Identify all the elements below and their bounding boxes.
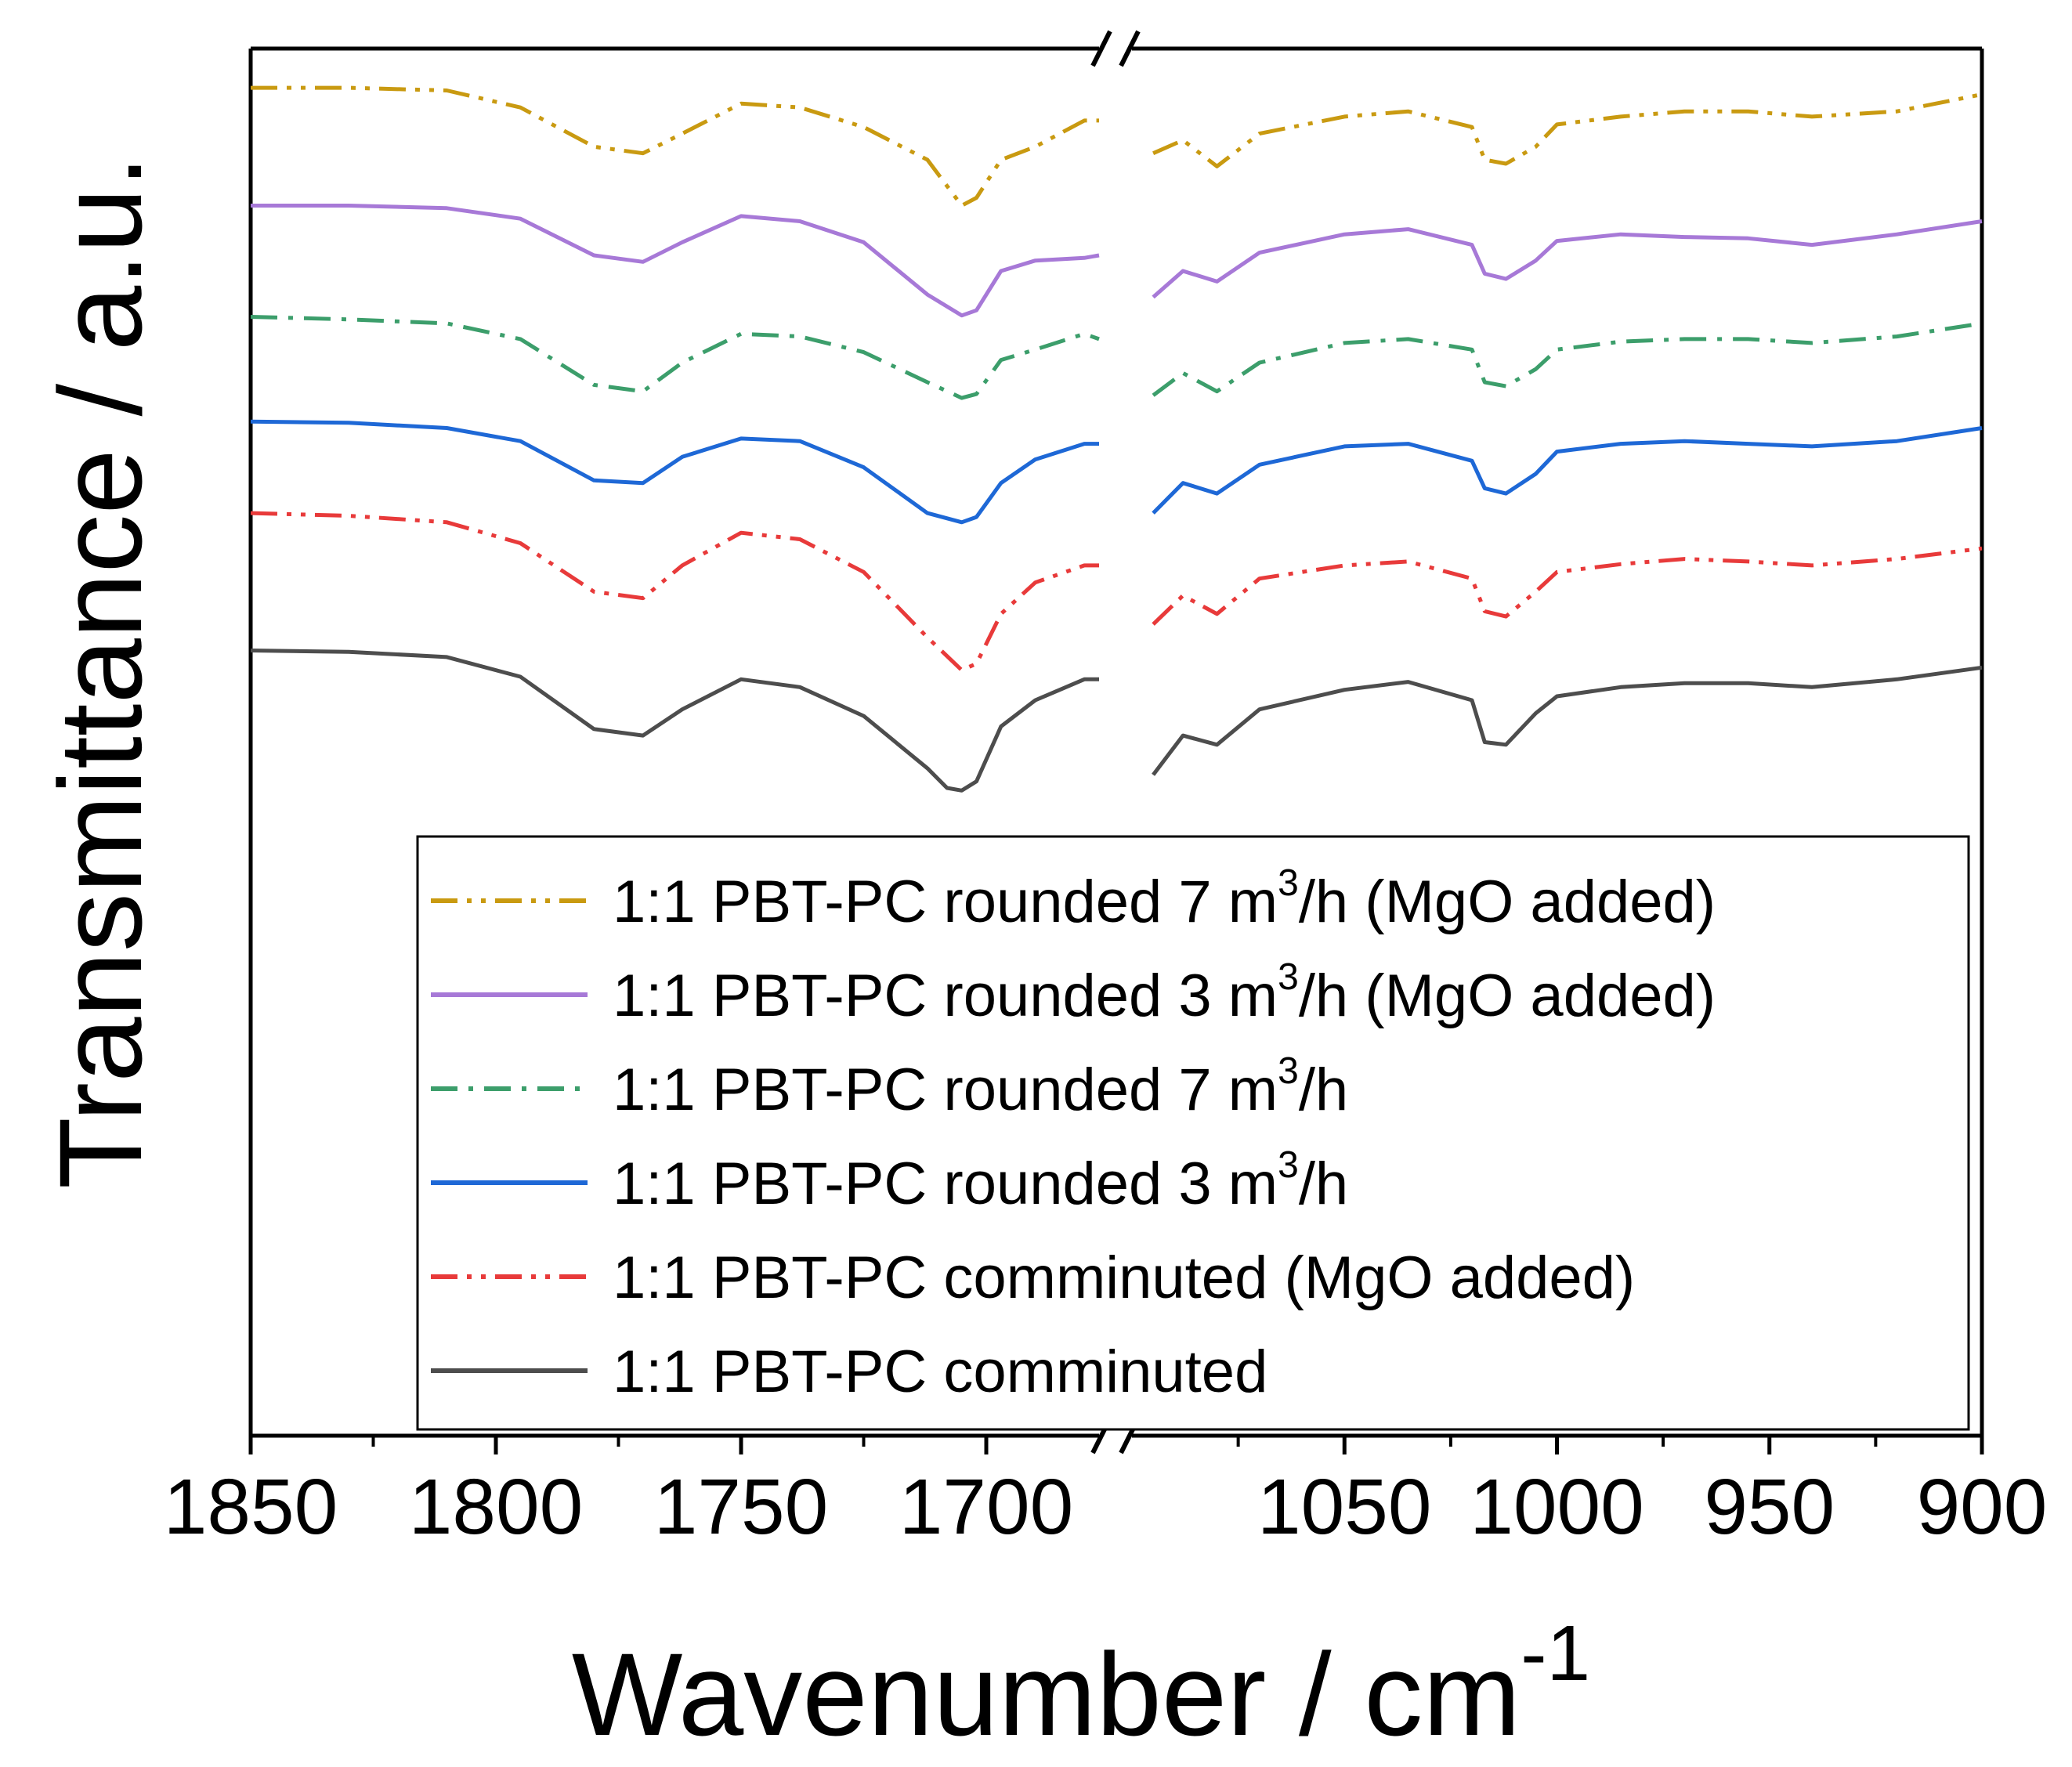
x-tick-label: 1800 bbox=[409, 1463, 583, 1551]
legend-label-main: 1:1 PBT-PC rounded 7 m bbox=[613, 1057, 1278, 1123]
series-line-2-fingerprint-region bbox=[1152, 219, 1983, 299]
x-tick-label: 950 bbox=[1704, 1463, 1835, 1551]
legend-box bbox=[416, 835, 1970, 1431]
break-mark bbox=[1119, 30, 1141, 67]
series-line-5-carbonyl-region bbox=[250, 511, 1099, 673]
legend-label-superscript: 3 bbox=[1278, 862, 1299, 904]
series-line-1-fingerprint-region bbox=[1152, 92, 1983, 168]
legend-label-4: 1:1 PBT-PC rounded 3 m3/h bbox=[613, 1144, 1348, 1217]
x-tick-label: 1750 bbox=[654, 1463, 828, 1551]
break-mark bbox=[1090, 30, 1112, 67]
legend-label-suffix: /h bbox=[1299, 1151, 1348, 1217]
series-line-4-carbonyl-region bbox=[250, 419, 1099, 525]
series-line-5-fingerprint-region bbox=[1152, 546, 1983, 626]
x-tick-label: 900 bbox=[1917, 1463, 2048, 1551]
x-axis-title-main: Wavenumber / cm bbox=[572, 1628, 1521, 1760]
series-line-6-fingerprint-region bbox=[1152, 665, 1983, 776]
x-tick-label: 1700 bbox=[899, 1463, 1073, 1551]
legend-label-main: 1:1 PBT-PC rounded 3 m bbox=[613, 1151, 1278, 1217]
legend-label-6: 1:1 PBT-PC comminuted bbox=[613, 1339, 1267, 1405]
series-layer bbox=[250, 85, 1983, 793]
series-line-3-fingerprint-region bbox=[1152, 321, 1983, 397]
legend: 1:1 PBT-PC rounded 7 m3/h (MgO added)1:1… bbox=[416, 835, 1970, 1431]
x-axis-title-superscript: -1 bbox=[1521, 1610, 1590, 1697]
legend-label-main: 1:1 PBT-PC comminuted (MgO added) bbox=[613, 1245, 1635, 1311]
legend-label-1: 1:1 PBT-PC rounded 7 m3/h (MgO added) bbox=[613, 862, 1716, 935]
y-axis-title: Transmittance / a.u. bbox=[34, 155, 166, 1189]
legend-label-suffix: /h (MgO added) bbox=[1299, 869, 1716, 935]
legend-label-superscript: 3 bbox=[1278, 956, 1299, 998]
legend-label-main: 1:1 PBT-PC comminuted bbox=[613, 1339, 1267, 1405]
x-tick-label: 1050 bbox=[1257, 1463, 1431, 1551]
legend-label-2: 1:1 PBT-PC rounded 3 m3/h (MgO added) bbox=[613, 956, 1716, 1029]
legend-label-main: 1:1 PBT-PC rounded 7 m bbox=[613, 869, 1278, 935]
legend-label-5: 1:1 PBT-PC comminuted (MgO added) bbox=[613, 1245, 1635, 1311]
series-line-1-carbonyl-region bbox=[251, 85, 1099, 208]
legend-label-superscript: 3 bbox=[1278, 1050, 1299, 1092]
legend-label-main: 1:1 PBT-PC rounded 3 m bbox=[613, 963, 1278, 1029]
x-tick-label: 1000 bbox=[1470, 1463, 1643, 1551]
legend-label-3: 1:1 PBT-PC rounded 7 m3/h bbox=[613, 1050, 1348, 1123]
series-line-6-carbonyl-region bbox=[250, 649, 1099, 793]
series-line-2-carbonyl-region bbox=[251, 204, 1100, 318]
legend-label-suffix: /h bbox=[1299, 1057, 1348, 1123]
x-tick-label: 1850 bbox=[164, 1463, 338, 1551]
series-line-4-fingerprint-region bbox=[1152, 426, 1983, 515]
legend-label-suffix: /h (MgO added) bbox=[1299, 963, 1716, 1029]
series-line-3-carbonyl-region bbox=[250, 315, 1100, 400]
legend-label-superscript: 3 bbox=[1278, 1144, 1299, 1186]
x-axis-ticks: 1850 1800 1750 1700 1050 1000 950 900 bbox=[164, 1436, 2048, 1551]
x-axis-title: Wavenumber / cm-1 bbox=[572, 1610, 1590, 1760]
